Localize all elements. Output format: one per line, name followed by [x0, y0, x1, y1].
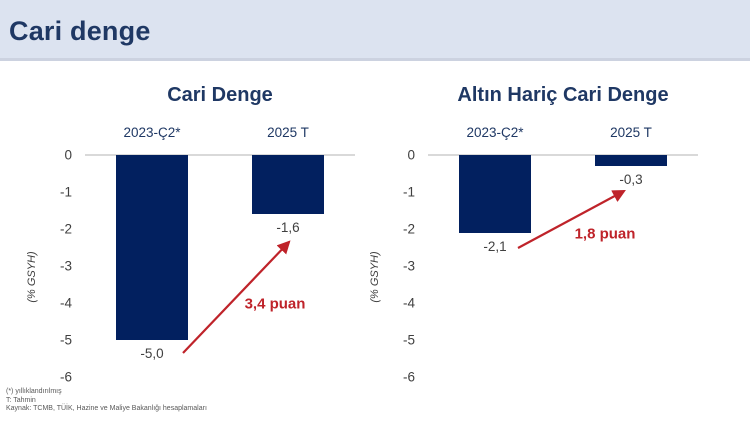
y-tick-label: -2: [59, 221, 72, 237]
y-tick-label: -4: [59, 295, 72, 311]
zero-gridline: [428, 154, 698, 156]
bar: [252, 155, 324, 215]
chart-altin-haric-cari-denge: Altın Hariç Cari Denge 2023-Ç2* 2025 T 0 -…: [343, 80, 750, 410]
source-line: Kaynak: TCMB, TÜİK, Hazine ve Maliye Bak…: [6, 405, 207, 412]
bar-value-label: -1,6: [276, 220, 300, 236]
category-label: 2025 T: [267, 125, 309, 140]
y-tick-label: -2: [402, 221, 415, 237]
footnote-forecast: T: Tahmin: [6, 396, 36, 404]
chart-title: Cari Denge: [167, 84, 273, 106]
page-title: Cari denge: [9, 16, 151, 46]
chart-cari-denge: Cari Denge 2023-Ç2* 2025 T 0 -1 -2 -3 -4 -5 -6 …: [0, 80, 375, 410]
zero-gridline: [85, 154, 355, 156]
footnote-annualized: (*) yıllıklandırılmış: [6, 388, 62, 395]
bar-value-label: -2,1: [483, 238, 507, 254]
y-tick-label: -5: [402, 332, 415, 348]
y-tick-label: -6: [59, 369, 72, 385]
y-tick-label: -5: [59, 332, 72, 348]
category-label: 2025 T: [610, 125, 652, 140]
category-label: 2023-Ç2*: [123, 125, 181, 140]
bar: [116, 155, 188, 340]
annotation-label: 1,8 puan: [574, 225, 636, 243]
trend-arrow: [517, 189, 626, 249]
page-header: Cari denge: [0, 0, 750, 61]
category-label: 2023-Ç2*: [466, 125, 524, 140]
y-tick-label: -6: [402, 369, 415, 385]
y-tick-label: -1: [59, 184, 72, 200]
chart-title: Altın Hariç Cari Denge: [457, 84, 669, 106]
y-axis-label: (% GSYH): [369, 251, 381, 303]
bar: [459, 155, 531, 233]
footnotes: (*) yıllıklandırılmış T: Tahmin Kaynak: …: [6, 388, 207, 414]
annotation-label: 3,4 puan: [244, 295, 306, 313]
bar-value-label: -5,0: [140, 346, 164, 361]
bar: [595, 155, 667, 167]
y-tick-label: -4: [402, 295, 415, 311]
y-tick-label: -3: [59, 258, 72, 274]
y-tick-label: -3: [402, 258, 415, 274]
y-tick-label: 0: [64, 147, 72, 163]
y-tick-label: 0: [407, 147, 415, 163]
bar-value-label: -0,3: [619, 172, 643, 188]
y-tick-label: -1: [402, 184, 415, 200]
y-axis-label: (% GSYH): [26, 251, 38, 303]
